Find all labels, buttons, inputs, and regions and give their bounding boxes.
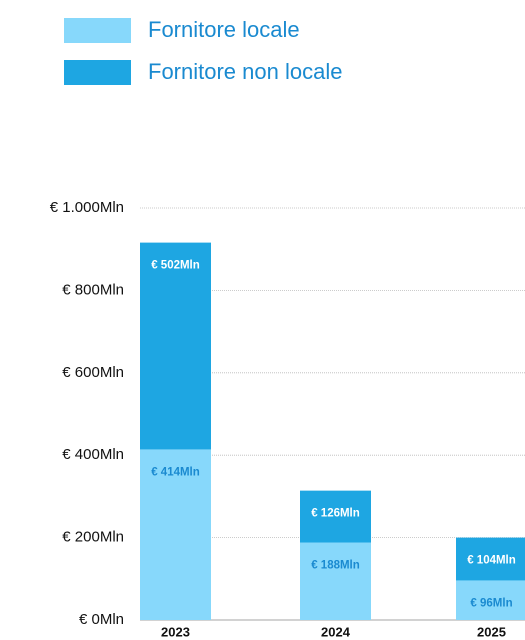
bar-segment xyxy=(456,580,525,620)
bar-segment xyxy=(300,542,371,620)
y-tick-label: € 600Mln xyxy=(62,364,124,381)
legend-label: Fornitore locale xyxy=(148,17,300,42)
x-tick-label: 2024 xyxy=(321,624,351,639)
bar-segment xyxy=(300,490,371,543)
y-tick-label: € 400Mln xyxy=(62,446,124,463)
value-label: € 502Mln xyxy=(151,260,200,272)
value-label: € 414Mln xyxy=(151,466,200,478)
value-label: € 96Mln xyxy=(470,597,512,609)
legend-swatch xyxy=(64,60,131,85)
bar-segment xyxy=(140,449,211,620)
value-label: € 126Mln xyxy=(311,508,360,520)
y-tick-label: € 1.000Mln xyxy=(50,199,124,216)
bar-segment xyxy=(140,242,211,450)
x-tick-label: 2023 xyxy=(161,624,190,639)
value-label: € 188Mln xyxy=(311,560,360,572)
bar-segment xyxy=(456,537,525,581)
x-tick-label: 2025 xyxy=(477,624,506,639)
value-label: € 104Mln xyxy=(467,555,516,567)
legend-label: Fornitore non locale xyxy=(148,59,342,84)
y-tick-label: € 200Mln xyxy=(62,529,124,546)
y-tick-label: € 800Mln xyxy=(62,281,124,298)
legend-swatch xyxy=(64,18,131,43)
y-tick-label: € 0Mln xyxy=(79,611,124,628)
